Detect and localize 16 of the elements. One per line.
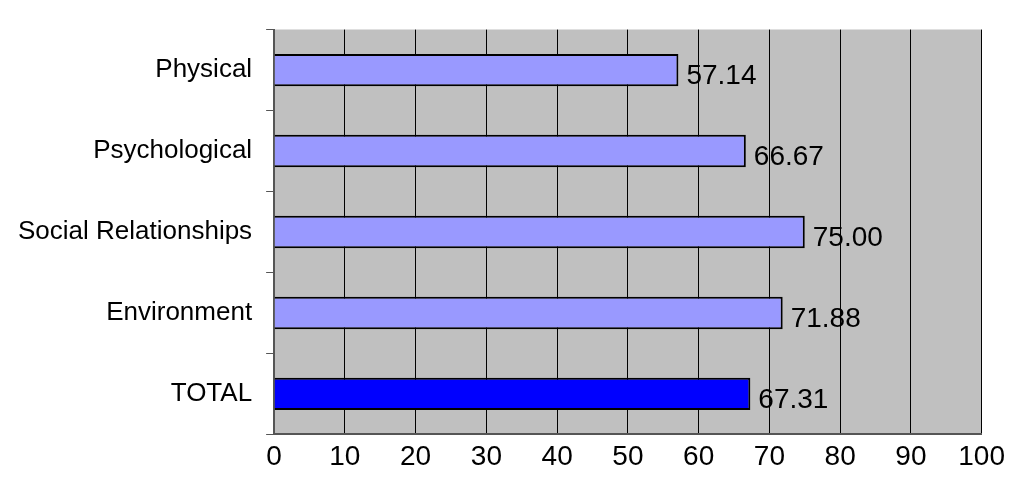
x-tick-label: 70 [753, 439, 785, 471]
x-tick-label: 60 [683, 439, 715, 471]
y-tick-label: Environment [106, 296, 253, 327]
x-tick-label: 80 [824, 439, 856, 471]
x-tick-label: 50 [612, 439, 644, 471]
x-tick-label: 20 [400, 439, 432, 471]
x-tick-label: 10 [329, 439, 361, 471]
x-tick-label: 90 [895, 439, 927, 471]
y-tick-label: Physical [155, 53, 253, 84]
x-tick-label: 0 [266, 439, 282, 471]
x-tick-label: 40 [541, 439, 573, 471]
y-tick-label: TOTAL [170, 377, 253, 408]
x-tick-label: 100 [958, 439, 1005, 471]
y-tick-label: Social Relationships [17, 215, 253, 246]
y-tick-label: Psychological [93, 134, 253, 165]
x-tick-label: 30 [470, 439, 502, 471]
